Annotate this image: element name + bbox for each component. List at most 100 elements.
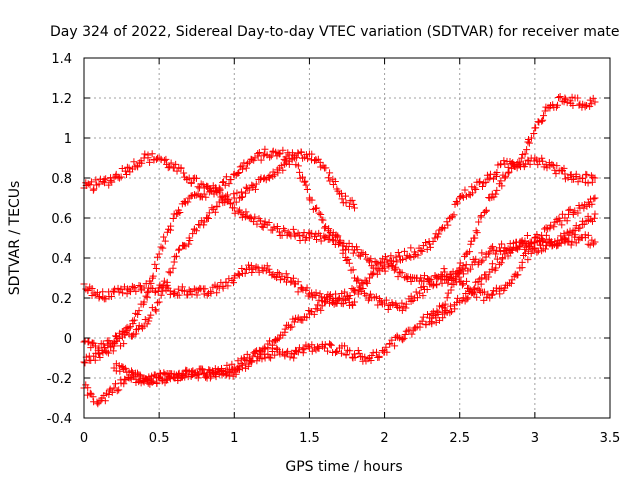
data-point [153,379,161,387]
data-point [255,268,263,276]
data-point [267,354,275,362]
data-point [329,181,337,189]
data-point [544,225,552,233]
data-point [586,96,594,104]
data-point [139,300,147,308]
data-point [185,240,193,248]
y-tick-label: 0.2 [51,292,72,307]
data-point [253,220,261,228]
series-track-c [80,92,599,408]
data-point [144,288,152,296]
data-point [572,173,580,181]
data-point [222,371,230,379]
data-point [484,273,492,281]
data-point [591,194,599,202]
data-point [259,223,267,231]
data-point [409,296,417,304]
data-point [424,311,432,319]
data-point [336,239,344,247]
data-point [507,279,515,287]
data-point [266,153,274,161]
data-point [489,243,497,251]
data-point [539,157,547,165]
data-point [319,216,327,224]
data-point [121,167,129,175]
data-point [112,360,120,368]
data-point [499,254,507,262]
data-point [251,348,259,356]
data-point [568,93,576,101]
data-point [537,241,545,249]
data-point [274,269,282,277]
data-point [172,210,180,218]
data-point [332,349,340,357]
data-point [168,370,176,378]
data-point [151,306,159,314]
data-point [265,219,273,227]
data-point [500,286,508,294]
data-point [144,151,152,159]
data-point [335,294,343,302]
data-point [314,301,322,309]
data-point [488,290,496,298]
data-point [247,262,255,270]
data-point [268,271,276,279]
data-point [341,295,349,303]
data-point [392,253,400,261]
data-point [558,210,566,218]
data-point [228,368,236,376]
y-axis-label: SDTVAR / TECUs [7,181,23,296]
data-point [590,195,598,203]
data-point [523,146,531,154]
data-point [288,349,296,357]
data-point [450,211,458,219]
data-point [248,156,256,164]
data-point [471,284,479,292]
data-point [351,204,359,212]
data-point [543,164,551,172]
data-point [230,190,238,198]
data-point [120,380,128,388]
data-point [106,340,114,348]
data-point [591,238,599,246]
x-tick-label: 2 [380,431,388,446]
data-point [400,247,408,255]
data-point [264,173,272,181]
data-point [125,164,133,172]
data-point [547,221,555,229]
data-point [326,340,334,348]
data-point [268,341,276,349]
data-point [439,314,447,322]
data-point [87,178,95,186]
data-point [338,195,346,203]
data-point [378,265,386,273]
data-point [238,265,246,273]
data-point [205,209,213,217]
data-point [325,225,333,233]
plot-border [83,57,611,419]
data-point [299,173,307,181]
data-point [492,250,500,258]
data-point [84,384,92,392]
data-point [509,239,517,247]
data-point [290,354,298,362]
data-point [472,227,480,235]
x-tick-label: 1.5 [299,431,320,446]
data-point [214,366,222,374]
data-point [391,342,399,350]
data-point [134,311,142,319]
data-point [242,265,250,273]
data-point [419,313,427,321]
data-point [343,292,351,300]
data-point [349,249,357,257]
data-point [190,225,198,233]
data-point [434,310,442,318]
data-point [243,350,251,358]
data-point [389,257,397,265]
data-point [232,198,240,206]
data-point [286,353,294,361]
data-point [162,155,170,163]
data-point [201,285,209,293]
data-point [412,288,420,296]
data-point [200,369,208,377]
